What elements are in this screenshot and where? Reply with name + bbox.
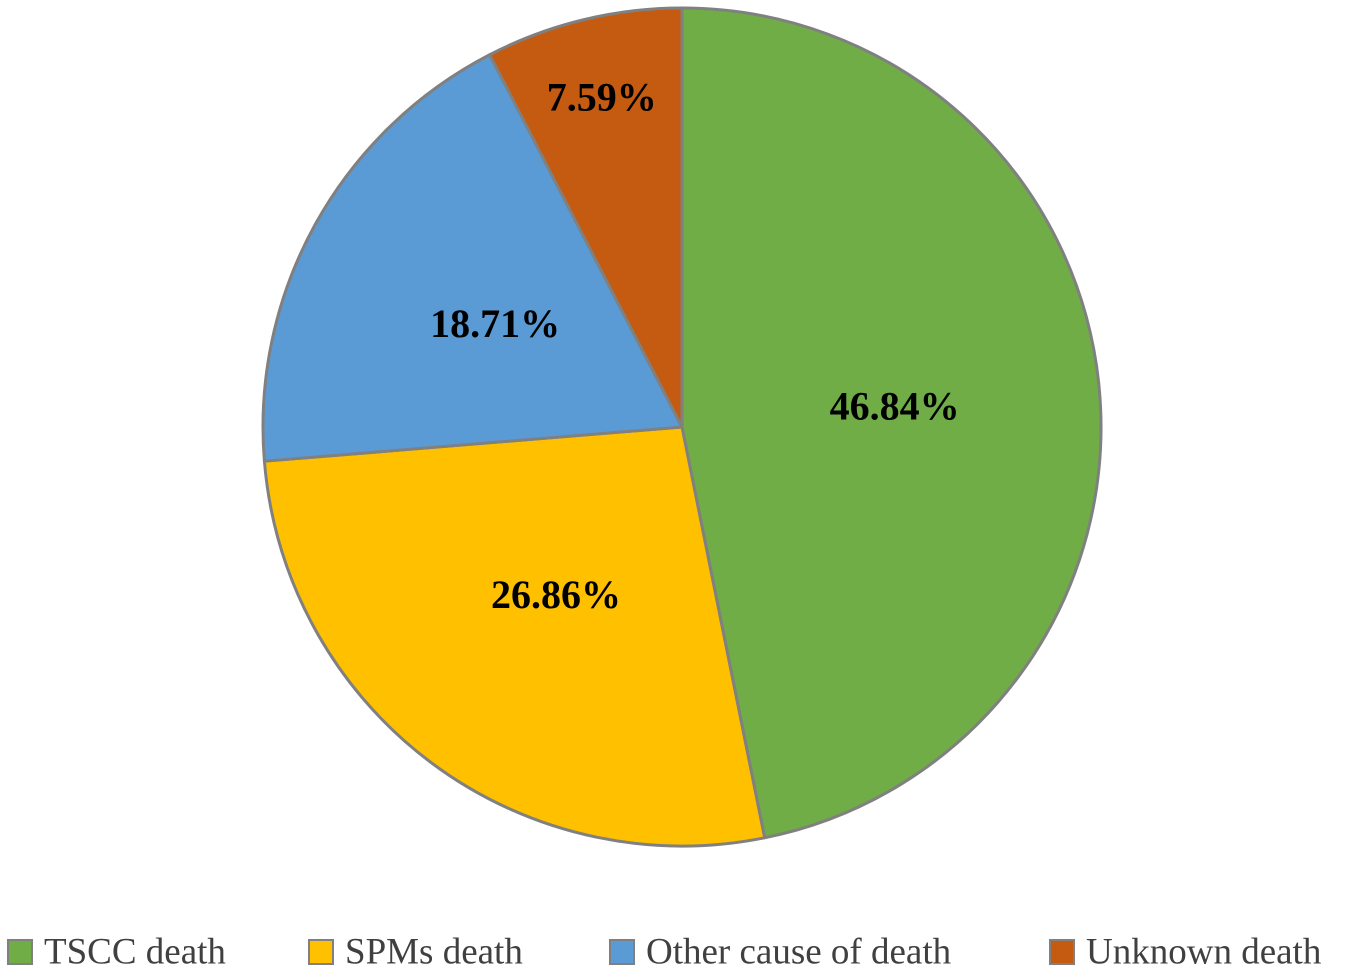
legend-label-spms-death: SPMs death [345, 932, 523, 973]
legend: TSCC death SPMs death Other cause of death… [7, 932, 1322, 973]
pie-value-labels: 46.84% 26.86% 18.71% 7.59% [430, 75, 959, 617]
pie-slice-unknown-death [488, 6, 684, 429]
pie-slice-spms-death [262, 425, 767, 848]
legend-item-other-cause-of-death: Other cause of death [609, 932, 952, 973]
pie-slice-other-cause-of-death [261, 53, 684, 463]
slice-value-label-unknown-death: 7.59% [547, 75, 657, 120]
slice-value-label-other-cause-of-death: 18.71% [430, 301, 560, 346]
legend-swatch-tscc-death [7, 939, 33, 965]
legend-swatch-spms-death [308, 939, 334, 965]
legend-item-spms-death: SPMs death [308, 932, 523, 973]
legend-label-unknown-death: Unknown death [1086, 932, 1322, 973]
slice-value-label-tscc-death: 46.84% [830, 383, 960, 428]
legend-label-other-cause-of-death: Other cause of death [646, 932, 952, 973]
legend-label-tscc-death: TSCC death [44, 932, 226, 973]
legend-item-tscc-death: TSCC death [7, 932, 226, 973]
slice-value-label-spms-death: 26.86% [491, 572, 621, 617]
legend-swatch-unknown-death [1049, 939, 1075, 965]
pie-slices [261, 6, 1103, 848]
pie-slice-tscc-death [680, 6, 1103, 840]
legend-swatch-other-cause-of-death [609, 939, 635, 965]
legend-item-unknown-death: Unknown death [1049, 932, 1322, 973]
